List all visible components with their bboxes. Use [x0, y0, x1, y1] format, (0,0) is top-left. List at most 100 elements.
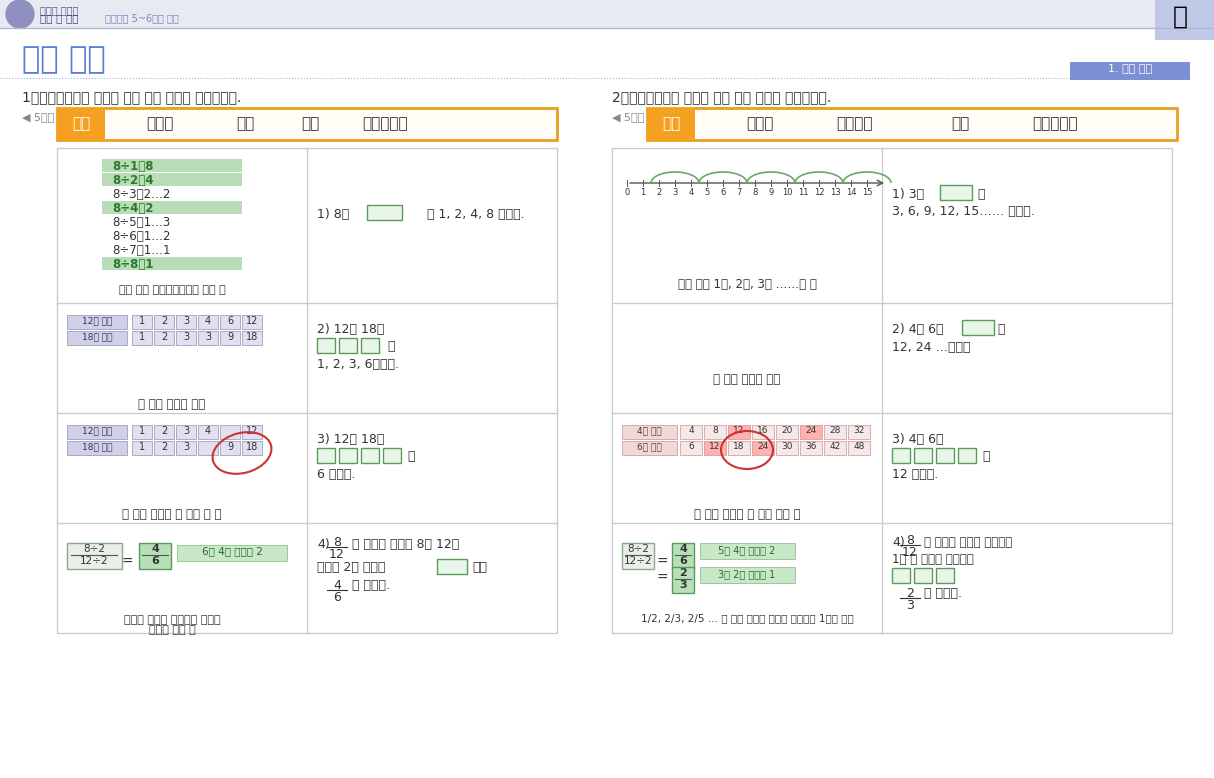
- Text: 는 1, 2, 4, 8 입니다.: 는 1, 2, 4, 8 입니다.: [427, 208, 524, 221]
- Text: 10: 10: [782, 188, 793, 197]
- Text: 3과 2의 공약수 1: 3과 2의 공약수 1: [719, 569, 776, 579]
- Text: 6: 6: [688, 442, 694, 451]
- Text: 18: 18: [246, 442, 259, 452]
- Bar: [242, 441, 262, 455]
- Bar: [940, 185, 972, 200]
- Text: 4: 4: [333, 579, 341, 592]
- Text: 스스로 배우는: 스스로 배우는: [40, 5, 79, 15]
- Text: 0: 0: [624, 188, 630, 197]
- Text: 12÷2: 12÷2: [80, 556, 108, 566]
- Text: 12: 12: [733, 426, 744, 435]
- Bar: [317, 448, 335, 463]
- Text: 약수: 약수: [301, 116, 319, 131]
- Bar: [67, 331, 127, 345]
- Bar: [914, 448, 932, 463]
- Text: 28: 28: [829, 426, 840, 435]
- Text: 2: 2: [657, 188, 662, 197]
- Bar: [361, 448, 379, 463]
- Bar: [102, 159, 242, 172]
- Text: ◀ 5학년 ▶: ◀ 5학년 ▶: [612, 112, 657, 122]
- Bar: [198, 331, 219, 345]
- Bar: [154, 441, 174, 455]
- Text: 2) 12와 18의: 2) 12와 18의: [317, 323, 385, 336]
- Text: 12: 12: [245, 316, 259, 326]
- Bar: [242, 425, 262, 439]
- Text: 14: 14: [846, 188, 856, 197]
- Text: 1) 8의: 1) 8의: [317, 208, 350, 221]
- Text: 6: 6: [227, 316, 233, 326]
- Text: 16: 16: [758, 426, 768, 435]
- Text: 7: 7: [737, 188, 742, 197]
- Text: 5과 4의 공약수 2: 5과 4의 공약수 2: [719, 545, 776, 555]
- Bar: [437, 559, 467, 574]
- Text: 4: 4: [688, 426, 694, 435]
- Bar: [0, 0, 1214, 28]
- Text: 공약수 2로 나누어: 공약수 2로 나누어: [317, 561, 385, 574]
- Text: 8: 8: [713, 426, 717, 435]
- Text: 12, 24 …입니다: 12, 24 …입니다: [892, 341, 970, 354]
- Bar: [700, 543, 795, 559]
- Text: 8÷2＝4: 8÷2＝4: [112, 174, 153, 187]
- Text: 3: 3: [679, 580, 687, 590]
- Text: =: =: [657, 571, 668, 585]
- Text: 공배수: 공배수: [747, 116, 773, 131]
- Bar: [242, 331, 262, 345]
- Text: 11: 11: [798, 188, 809, 197]
- Text: 2: 2: [906, 587, 914, 600]
- Text: 32: 32: [853, 426, 864, 435]
- Text: 는: 는: [997, 323, 1004, 336]
- Text: 3: 3: [205, 332, 211, 342]
- Bar: [198, 315, 219, 329]
- Bar: [317, 338, 335, 353]
- Bar: [1155, 0, 1214, 40]
- Text: 간단히 하는 것: 간단히 하는 것: [148, 625, 195, 635]
- Text: 1이 될 때까지 약분하면: 1이 될 때까지 약분하면: [892, 553, 974, 566]
- Bar: [800, 441, 822, 455]
- Bar: [728, 441, 750, 455]
- Bar: [102, 201, 242, 214]
- Text: 의 분모와 분자를 8과 12의: 의 분모와 분자를 8과 12의: [352, 538, 459, 551]
- Bar: [704, 425, 726, 439]
- Text: 두 수의 공통인 배수: 두 수의 공통인 배수: [714, 373, 781, 386]
- Text: 8÷4＝2: 8÷4＝2: [112, 202, 153, 215]
- Text: 3) 4와 6의: 3) 4와 6의: [892, 433, 943, 446]
- Bar: [132, 425, 152, 439]
- Text: 4의 배수: 4의 배수: [636, 426, 662, 435]
- Text: 8÷2: 8÷2: [626, 544, 649, 554]
- Bar: [776, 425, 798, 439]
- Bar: [138, 543, 171, 569]
- Text: ◀ 5학년 ▶: ◀ 5학년 ▶: [22, 112, 67, 122]
- Bar: [673, 543, 694, 569]
- Text: 3: 3: [183, 426, 189, 436]
- Bar: [914, 568, 932, 583]
- Text: 4: 4: [205, 426, 211, 436]
- Text: 하면: 하면: [472, 561, 487, 574]
- Text: 1. 수의 연산: 1. 수의 연산: [1108, 63, 1152, 73]
- Text: 6과 4의 공약수 2: 6과 4의 공약수 2: [202, 546, 262, 556]
- Text: 18: 18: [733, 442, 744, 451]
- Text: 3, 6, 9, 12, 15…… 입니다.: 3, 6, 9, 12, 15…… 입니다.: [892, 205, 1034, 218]
- Text: 공약수: 공약수: [147, 116, 174, 131]
- Bar: [102, 257, 242, 270]
- Bar: [176, 425, 195, 439]
- Text: 보기: 보기: [662, 116, 680, 131]
- Text: 2: 2: [161, 442, 168, 452]
- Bar: [704, 441, 726, 455]
- Bar: [824, 441, 846, 455]
- Bar: [824, 425, 846, 439]
- Bar: [647, 108, 694, 140]
- Bar: [961, 320, 994, 335]
- Text: 1: 1: [138, 332, 144, 342]
- Text: 두 수의 공배수 중 가장 작은 수: 두 수의 공배수 중 가장 작은 수: [693, 508, 800, 521]
- Text: 2: 2: [161, 426, 168, 436]
- Text: 9: 9: [227, 332, 233, 342]
- Text: 12의 약수: 12의 약수: [81, 426, 112, 435]
- Bar: [220, 441, 240, 455]
- Bar: [339, 338, 357, 353]
- Text: 5: 5: [704, 188, 710, 197]
- Text: 3: 3: [906, 599, 914, 612]
- Bar: [176, 315, 195, 329]
- Bar: [176, 441, 195, 455]
- Text: 36: 36: [805, 442, 817, 451]
- Text: 4): 4): [892, 536, 904, 549]
